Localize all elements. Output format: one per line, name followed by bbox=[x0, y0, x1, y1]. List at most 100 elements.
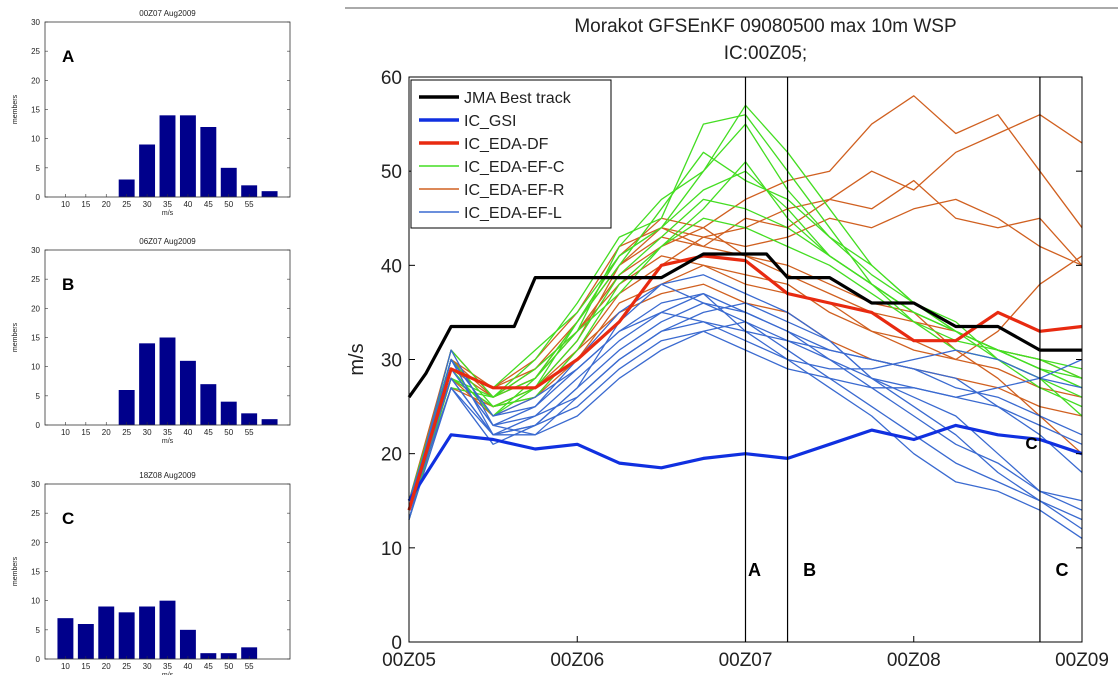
x-tick-label: 10 bbox=[61, 662, 70, 671]
x-tick-label: 20 bbox=[102, 428, 111, 437]
y-axis-label: m/s bbox=[346, 343, 368, 375]
x-tick-label: 45 bbox=[204, 200, 213, 209]
histogram-panels: 00Z07 Aug2009 0 5 10 15 20 25 30 10 15 20 25 30 35 40 4… bbox=[12, 9, 291, 675]
histogram-bar bbox=[57, 618, 74, 659]
x-tick-label: 00Z08 bbox=[887, 650, 941, 671]
y-tick-label: 10 bbox=[31, 363, 40, 372]
y-tick-label: 15 bbox=[31, 568, 40, 577]
y-tick-label: 40 bbox=[381, 256, 402, 277]
x-tick-label: 40 bbox=[183, 428, 192, 437]
y-tick-label: 0 bbox=[36, 421, 41, 430]
legend-label: IC_GSI bbox=[464, 113, 516, 130]
histogram-bar bbox=[200, 384, 217, 425]
histogram-bar bbox=[118, 179, 135, 197]
panel-label: A bbox=[62, 47, 74, 66]
y-axis-label: members bbox=[12, 556, 19, 586]
y-axis-label: members bbox=[12, 322, 19, 352]
x-tick-label: 40 bbox=[183, 662, 192, 671]
y-tick-label: 50 bbox=[381, 162, 402, 183]
y-tick-label: 20 bbox=[381, 445, 402, 466]
histogram-bar bbox=[241, 647, 258, 659]
histogram-bar bbox=[241, 413, 258, 425]
marker-label: B bbox=[803, 560, 816, 580]
histogram-C: 18Z08 Aug2009 0 5 10 15 20 25 30 10 15 20 25 30 35 40 4… bbox=[12, 471, 291, 675]
x-axis-label: m/s bbox=[162, 438, 174, 445]
y-tick-label: 30 bbox=[31, 18, 40, 27]
histogram-bar bbox=[261, 191, 278, 197]
y-tick-label: 25 bbox=[31, 275, 40, 284]
x-tick-label: 10 bbox=[61, 200, 70, 209]
x-tick-label: 00Z07 bbox=[719, 650, 773, 671]
y-tick-label: 20 bbox=[31, 538, 40, 547]
legend-label: IC_EDA-EF-R bbox=[464, 182, 564, 199]
histogram-bar bbox=[118, 612, 135, 659]
x-tick-label: 35 bbox=[163, 200, 172, 209]
y-tick-label: 20 bbox=[31, 76, 40, 85]
histogram-bar bbox=[139, 606, 156, 659]
chart-title: Morakot GFSEnKF 09080500 max 10m WSP bbox=[574, 16, 956, 37]
x-tick-label: 45 bbox=[204, 662, 213, 671]
panel-label: C bbox=[62, 509, 74, 528]
y-tick-label: 60 bbox=[381, 68, 402, 89]
y-tick-label: 5 bbox=[36, 164, 41, 173]
y-tick-label: 30 bbox=[381, 351, 402, 372]
x-tick-label: 30 bbox=[143, 428, 152, 437]
histogram-bar bbox=[159, 337, 176, 425]
best-track-line bbox=[407, 252, 1082, 399]
x-tick-label: 10 bbox=[61, 428, 70, 437]
histogram-bar bbox=[179, 629, 196, 659]
histogram-bar bbox=[179, 360, 196, 425]
x-tick-label: 55 bbox=[245, 662, 254, 671]
wind-speed-time-series-chart: Morakot GFSEnKF 09080500 max 10m WSP IC:0… bbox=[345, 7, 1118, 671]
histogram-bar bbox=[220, 167, 237, 197]
x-tick-label: 15 bbox=[81, 428, 90, 437]
y-tick-label: 15 bbox=[31, 106, 40, 115]
legend-label: IC_EDA-DF bbox=[464, 136, 549, 153]
x-tick-label: 30 bbox=[143, 662, 152, 671]
histogram-bar bbox=[241, 185, 258, 197]
histogram-B: 06Z07 Aug2009 0 5 10 15 20 25 30 10 15 20 25 30 35 40 4… bbox=[12, 237, 291, 445]
legend-label: IC_EDA-EF-C bbox=[464, 159, 564, 176]
y-tick-label: 25 bbox=[31, 509, 40, 518]
panel-label: B bbox=[62, 275, 74, 294]
histogram-bar bbox=[98, 606, 115, 659]
y-axis-label: members bbox=[12, 94, 19, 124]
y-tick-label: 10 bbox=[31, 597, 40, 606]
x-tick-label: 15 bbox=[81, 200, 90, 209]
x-tick-label: 35 bbox=[163, 662, 172, 671]
histogram-bar bbox=[159, 115, 176, 197]
histogram-title: 00Z07 Aug2009 bbox=[139, 9, 196, 18]
legend-box bbox=[410, 79, 612, 229]
x-axis-label: m/s bbox=[162, 672, 174, 675]
y-tick-label: 30 bbox=[31, 480, 40, 489]
x-tick-label: 55 bbox=[245, 200, 254, 209]
histogram-bar bbox=[261, 419, 278, 425]
legend-label: JMA Best track bbox=[464, 90, 572, 107]
marker-label: A bbox=[748, 560, 761, 580]
y-tick-label: 0 bbox=[36, 193, 41, 202]
histogram-bar bbox=[139, 144, 156, 197]
x-tick-label: 15 bbox=[81, 662, 90, 671]
y-tick-label: 30 bbox=[31, 246, 40, 255]
y-tick-label: 5 bbox=[36, 626, 41, 635]
histogram-bar bbox=[77, 624, 94, 659]
y-tick-label: 10 bbox=[31, 135, 40, 144]
histogram-bar bbox=[139, 343, 156, 425]
x-tick-label: 50 bbox=[224, 428, 233, 437]
y-tick-label: 5 bbox=[36, 392, 41, 401]
y-tick-label: 0 bbox=[391, 633, 402, 654]
x-tick-label: 35 bbox=[163, 428, 172, 437]
y-tick-label: 0 bbox=[36, 655, 41, 664]
x-tick-label: 25 bbox=[122, 662, 131, 671]
legend-label: IC_EDA-EF-L bbox=[464, 205, 562, 222]
x-tick-label: 30 bbox=[143, 200, 152, 209]
y-tick-label: 10 bbox=[381, 539, 402, 560]
x-tick-label: 55 bbox=[245, 428, 254, 437]
marker-label: C bbox=[1055, 560, 1068, 580]
x-tick-label: 45 bbox=[204, 428, 213, 437]
histogram-bar bbox=[179, 115, 196, 197]
x-tick-label: 25 bbox=[122, 428, 131, 437]
y-tick-label: 15 bbox=[31, 334, 40, 343]
x-tick-label: 50 bbox=[224, 200, 233, 209]
x-tick-label: 25 bbox=[122, 200, 131, 209]
